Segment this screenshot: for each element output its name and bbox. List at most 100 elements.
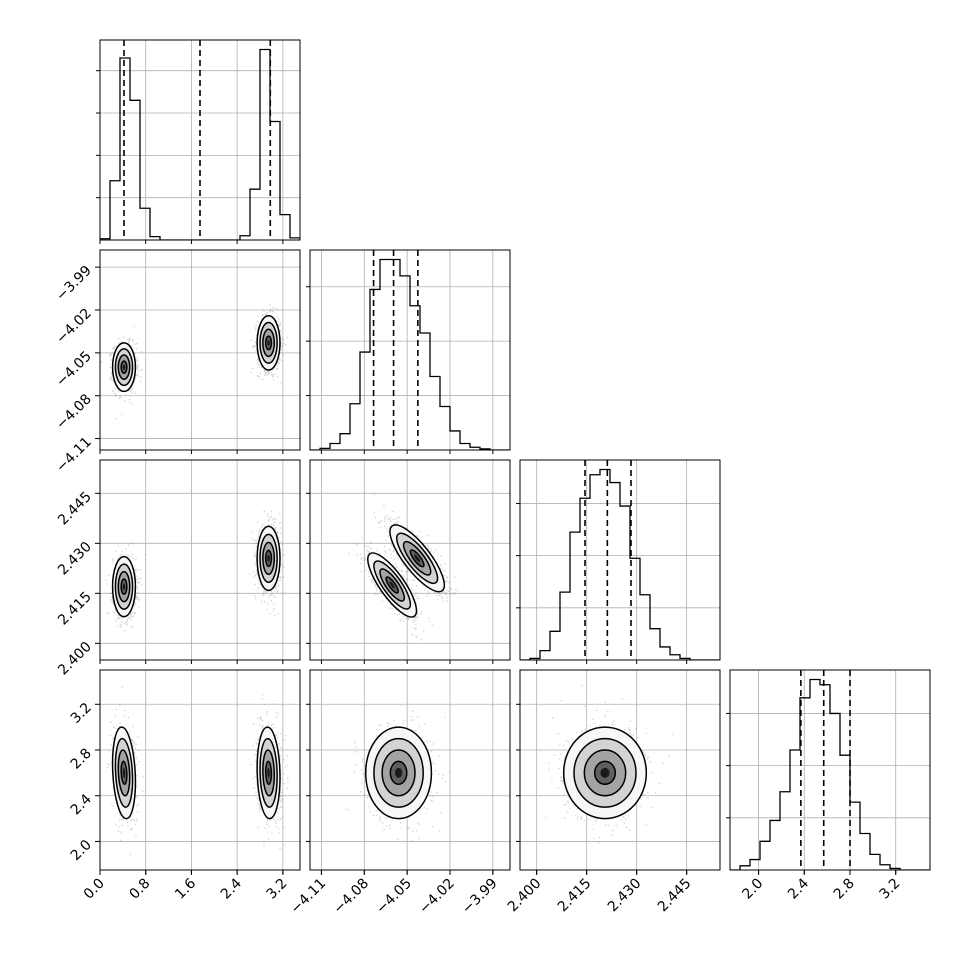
contour-0-0	[385, 576, 399, 594]
contour-1-1	[262, 541, 276, 576]
y-tick-label-2-2p445: 2.445	[55, 489, 95, 529]
contour-0-2	[373, 560, 412, 610]
contour-1-3	[256, 726, 281, 820]
panel-frame	[519, 669, 721, 871]
contour-1-3	[256, 525, 281, 592]
density-peak-1	[267, 767, 270, 778]
y-tick-label-2-2p43: 2.430	[55, 539, 95, 579]
contour-0-2	[573, 737, 637, 808]
contour-0-3	[367, 552, 418, 618]
contour-0-3	[111, 555, 137, 618]
density-peak-0	[122, 583, 126, 590]
density-peak-0	[389, 581, 395, 589]
panel-frame	[309, 459, 511, 661]
contour-1-2	[259, 533, 278, 584]
x-tick-label-1-m4p11: −4.11	[288, 876, 330, 918]
contour-0-1	[379, 568, 406, 602]
contour-1-2	[259, 321, 278, 364]
contour-0-3	[111, 726, 137, 820]
x-tick-label-2-2p43: 2.430	[605, 876, 645, 916]
scatter-panel-1-0	[99, 249, 301, 451]
y-tick-label-1-m4p02: −4.02	[53, 306, 95, 348]
x-tick-label-1-m4p05: −4.05	[373, 876, 415, 918]
panel-frame	[729, 669, 931, 871]
x-tick-label-1-m3p99: −3.99	[459, 876, 501, 918]
contour-0-2	[114, 348, 134, 387]
histogram-steps-1	[310, 258, 510, 450]
contour-1-0	[409, 549, 425, 568]
x-tick-label-3-2: 2.0	[739, 876, 766, 903]
histogram-panel-2	[516, 459, 721, 661]
contour-0-3	[111, 342, 137, 393]
contour-0-0	[120, 578, 128, 595]
contour-0-0	[120, 360, 128, 374]
contour-0-2	[373, 737, 424, 808]
contour-0-3	[364, 726, 433, 820]
y-tick-label-3-2p4: 2.4	[68, 791, 95, 818]
density-peak-0	[122, 767, 126, 778]
x-tick-label-0-0: 0.0	[81, 876, 108, 903]
contour-0-0	[389, 760, 408, 786]
contour-1-1	[262, 328, 276, 358]
x-tick-label-0-1p6: 1.6	[172, 875, 199, 902]
density-peak-0	[394, 767, 403, 778]
y-tick-label-3-2: 2.0	[68, 837, 95, 864]
panel-frame	[99, 459, 301, 661]
density-peak-0	[122, 364, 126, 370]
panel-frame	[519, 459, 721, 661]
y-tick-label-1-m3p99: −3.99	[53, 263, 95, 305]
histogram-panel-3	[726, 669, 931, 871]
contour-0-2	[114, 737, 134, 808]
contour-0-3	[562, 726, 648, 820]
scatter-panel-content	[310, 460, 510, 660]
panel-frame	[99, 249, 301, 451]
histogram-steps-0	[100, 48, 300, 240]
x-tick-label-1-m4p02: −4.02	[416, 876, 458, 918]
density-peak-0	[600, 767, 610, 778]
y-tick-label-3-3p2: 3.2	[68, 700, 95, 727]
contour-1-0	[264, 760, 273, 786]
x-tick-label-2-2p445: 2.445	[655, 876, 695, 916]
scatter-panel-content	[100, 250, 300, 450]
contour-1-2	[396, 532, 439, 585]
contour-0-1	[583, 749, 627, 797]
y-tick-label-2-2p4: 2.400	[55, 639, 95, 679]
panel-frame	[309, 249, 511, 451]
y-tick-label-1-m4p08: −4.08	[53, 391, 95, 433]
scatter-panel-content	[100, 460, 300, 660]
contour-0-0	[120, 760, 128, 786]
x-tick-label-3-2p8: 2.8	[831, 876, 858, 903]
scatter-panel-3-2	[519, 669, 721, 871]
contour-0-0	[593, 760, 617, 786]
contour-1-1	[262, 749, 276, 797]
contour-1-0	[264, 549, 273, 568]
scatter-panel-2-0	[99, 459, 301, 661]
contour-0-1	[117, 570, 131, 603]
contour-0-1	[117, 749, 131, 797]
histogram-steps-3	[730, 678, 930, 870]
y-tick-label-2-2p415: 2.415	[55, 589, 95, 629]
scatter-panel-3-1	[309, 669, 511, 871]
contour-1-2	[259, 737, 278, 808]
contour-1-0	[264, 335, 273, 351]
x-tick-label-0-0p8: 0.8	[126, 876, 153, 903]
x-tick-label-2-2p4: 2.400	[505, 876, 545, 916]
scatter-panel-content	[520, 670, 720, 870]
contour-0-1	[381, 749, 416, 797]
histogram-panel-1	[306, 249, 511, 451]
y-tick-label-1-m4p11: −4.11	[53, 434, 95, 476]
scatter-points	[348, 493, 459, 641]
scatter-panel-2-1	[309, 459, 511, 661]
scatter-panel-content	[310, 670, 510, 870]
histogram-steps-2	[520, 468, 720, 660]
x-tick-label-1-m4p08: −4.08	[330, 876, 372, 918]
contour-0-2	[114, 563, 134, 610]
contour-1-3	[389, 524, 446, 593]
panel-frame	[99, 669, 301, 871]
density-peak-1	[267, 339, 270, 346]
y-tick-label-1-m4p05: −4.05	[53, 348, 95, 390]
scatter-panel-3-0	[99, 669, 301, 871]
y-tick-label-3-2p8: 2.8	[68, 746, 95, 773]
x-tick-label-2-2p415: 2.415	[555, 876, 595, 916]
